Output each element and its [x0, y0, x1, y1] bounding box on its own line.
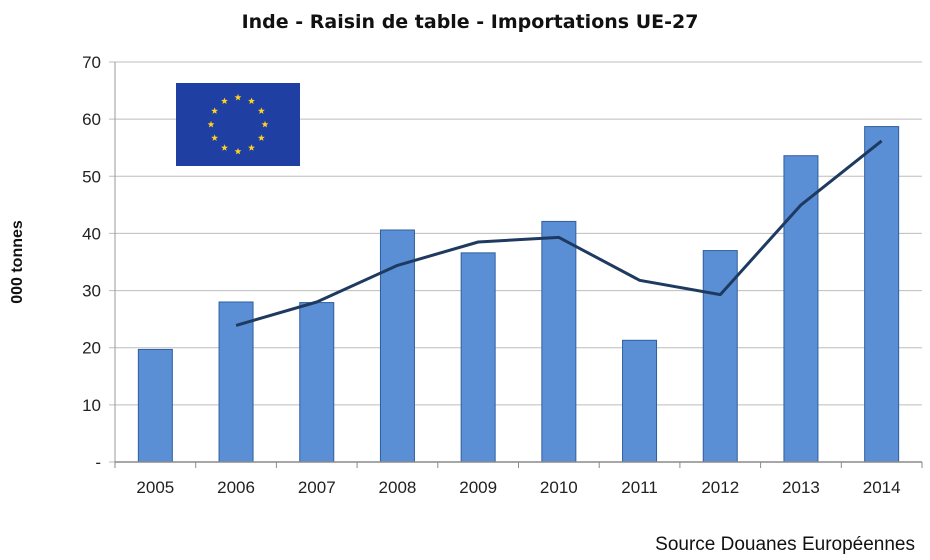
star-icon [248, 97, 255, 105]
star-icon [221, 97, 228, 105]
y-tick-label: - [95, 453, 101, 472]
x-tick-label: 2014 [863, 478, 901, 497]
x-tick-labels: 2005 2006 2007 2008 2009 2010 2011 2012 2013 2014 [136, 478, 900, 497]
x-tick-label: 2011 [621, 478, 658, 497]
star-icon [211, 107, 219, 114]
y-tick-label: 30 [82, 282, 101, 301]
y-tick-label: 50 [82, 167, 101, 186]
x-tick-label: 2007 [298, 478, 336, 497]
star-icon [221, 144, 228, 151]
bar-2014 [864, 126, 900, 463]
bar-2009 [460, 252, 496, 463]
y-tick-label: 10 [82, 396, 101, 415]
y-tick-label: 40 [82, 224, 101, 243]
star-icon [207, 120, 215, 128]
eu-flag-icon [176, 83, 300, 166]
trend-line-layer [235, 139, 883, 327]
trend-line [235, 139, 883, 327]
star-icon [261, 120, 269, 128]
x-tick-label: 2012 [701, 478, 739, 497]
y-tick-label: 60 [82, 110, 101, 129]
x-axis [114, 461, 923, 468]
x-tick-label: 2010 [540, 478, 578, 497]
x-tick-label: 2005 [136, 478, 174, 497]
bar-2007 [299, 302, 335, 463]
x-tick-label: 2009 [459, 478, 497, 497]
star-icon [234, 93, 242, 101]
bar-2005 [137, 348, 173, 463]
y-tick-label: 70 [82, 53, 101, 72]
flag-stars [207, 93, 269, 155]
star-icon [257, 134, 265, 141]
x-tick-label: 2008 [379, 478, 417, 497]
y-axis-label: 000 tonnes [9, 220, 26, 304]
x-tick-label: 2013 [782, 478, 820, 497]
source-note: Source Douanes Européennes [655, 534, 915, 555]
bar-2011 [622, 339, 658, 463]
star-icon [234, 147, 242, 155]
bars [137, 126, 900, 463]
bar-2013 [783, 155, 819, 463]
y-tick-labels: - 10 20 30 40 50 60 70 [82, 53, 101, 472]
star-icon [248, 144, 255, 151]
bar-2010 [541, 220, 577, 463]
star-icon [257, 107, 265, 114]
bar-2008 [379, 229, 415, 463]
bar-2006 [218, 301, 254, 463]
x-tick-label: 2006 [217, 478, 255, 497]
y-tick-label: 20 [82, 339, 101, 358]
chart-title: Inde - Raisin de table - Importations UE… [242, 11, 699, 33]
star-icon [211, 134, 219, 141]
